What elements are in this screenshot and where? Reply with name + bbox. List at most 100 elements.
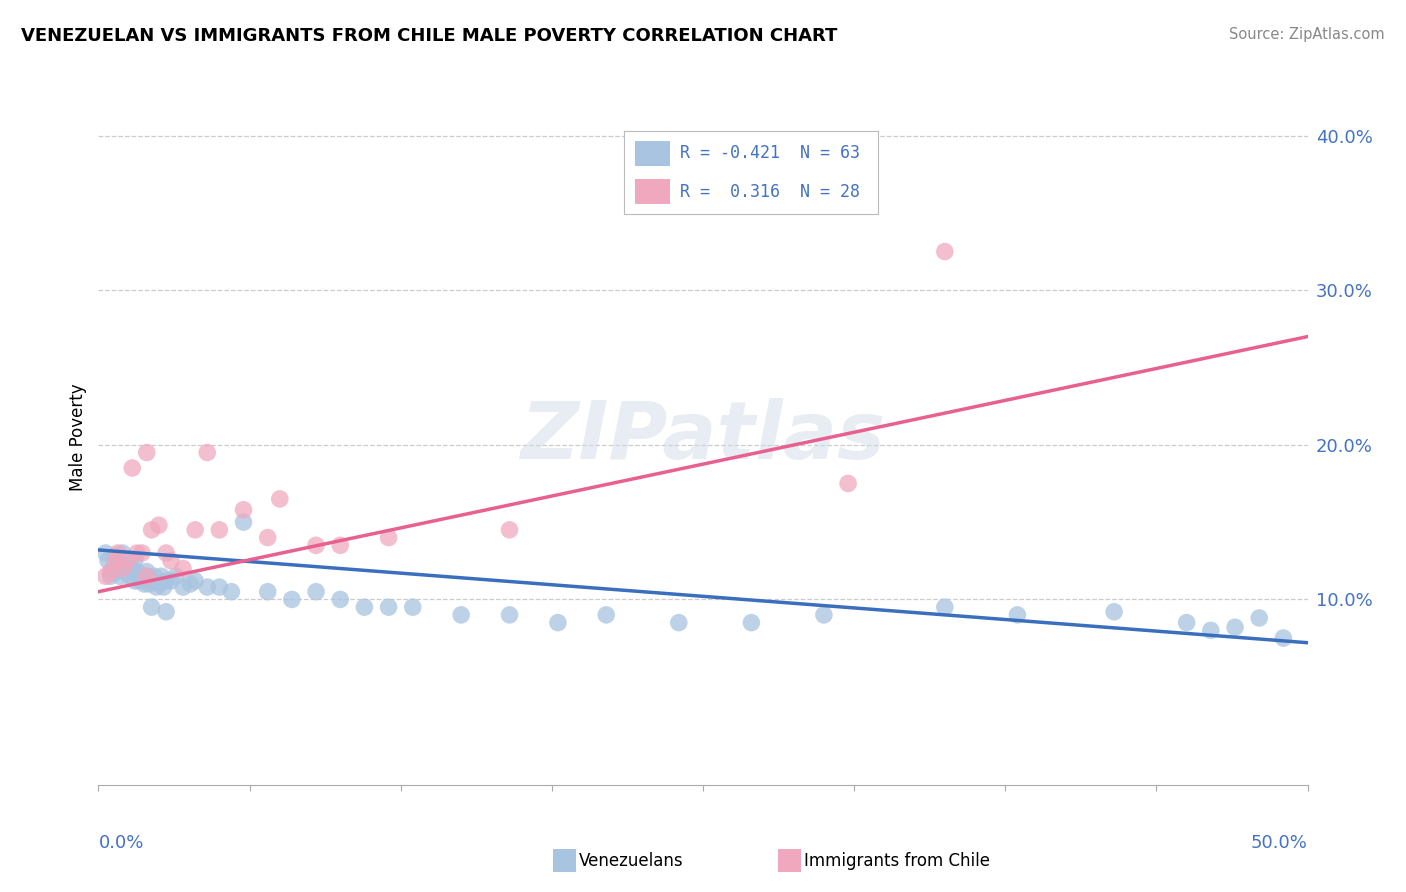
Point	[138, 577, 160, 591]
Text: 50.0%: 50.0%	[1251, 834, 1308, 852]
Point	[208, 523, 231, 537]
Point	[1199, 624, 1222, 638]
Point	[232, 515, 254, 529]
Point	[377, 531, 399, 545]
Point	[127, 546, 149, 560]
Text: 0.0%: 0.0%	[98, 834, 143, 852]
Point	[740, 615, 762, 630]
Point	[100, 569, 122, 583]
Point	[152, 580, 174, 594]
Point	[111, 561, 134, 575]
Point	[1249, 611, 1271, 625]
Point	[118, 569, 141, 583]
Point	[1175, 615, 1198, 630]
Point	[498, 523, 520, 537]
Point	[269, 491, 291, 506]
Point	[124, 574, 146, 588]
FancyBboxPatch shape	[634, 141, 671, 166]
Point	[353, 600, 375, 615]
Point	[135, 445, 157, 459]
Point	[377, 600, 399, 615]
Point	[1272, 631, 1295, 645]
Point	[1223, 620, 1246, 634]
Point	[402, 600, 425, 615]
Point	[184, 523, 207, 537]
Point	[121, 561, 143, 575]
Point	[1102, 605, 1125, 619]
Text: R =  0.316  N = 28: R = 0.316 N = 28	[681, 183, 860, 201]
Point	[124, 554, 146, 568]
Text: Venezuelans: Venezuelans	[579, 852, 683, 870]
Y-axis label: Male Poverty: Male Poverty	[69, 384, 87, 491]
FancyBboxPatch shape	[634, 179, 671, 204]
Point	[135, 565, 157, 579]
Point	[179, 577, 201, 591]
Point	[111, 561, 134, 575]
Point	[595, 607, 617, 622]
Point	[450, 607, 472, 622]
Point	[135, 569, 157, 583]
Point	[329, 592, 352, 607]
Text: ZIPatlas: ZIPatlas	[520, 398, 886, 476]
Point	[148, 577, 170, 591]
Point	[813, 607, 835, 622]
Point	[141, 523, 163, 537]
Point	[160, 554, 183, 568]
Text: VENEZUELAN VS IMMIGRANTS FROM CHILE MALE POVERTY CORRELATION CHART: VENEZUELAN VS IMMIGRANTS FROM CHILE MALE…	[21, 27, 838, 45]
Point	[127, 565, 149, 579]
Point	[94, 569, 117, 583]
Point	[256, 531, 278, 545]
Text: Immigrants from Chile: Immigrants from Chile	[804, 852, 990, 870]
Point	[97, 554, 120, 568]
Point	[131, 569, 153, 583]
Point	[172, 561, 194, 575]
Point	[281, 592, 304, 607]
Point	[134, 577, 156, 591]
Point	[104, 549, 127, 563]
Point	[165, 569, 187, 583]
Point	[668, 615, 690, 630]
Point	[150, 569, 173, 583]
Point	[547, 615, 569, 630]
Point	[934, 600, 956, 615]
Point	[329, 538, 352, 552]
Point	[108, 569, 131, 583]
Point	[111, 546, 134, 560]
Text: Source: ZipAtlas.com: Source: ZipAtlas.com	[1229, 27, 1385, 42]
Point	[141, 574, 163, 588]
Point	[107, 546, 129, 560]
Point	[104, 554, 127, 568]
Point	[141, 600, 163, 615]
Point	[195, 580, 218, 594]
Point	[498, 607, 520, 622]
Point	[305, 584, 328, 599]
Point	[94, 546, 117, 560]
Point	[128, 574, 150, 588]
Point	[172, 580, 194, 594]
Point	[160, 574, 183, 588]
Point	[107, 554, 129, 568]
Point	[145, 580, 167, 594]
Point	[195, 445, 218, 459]
Point	[232, 502, 254, 516]
Point	[155, 605, 177, 619]
Point	[107, 565, 129, 579]
Point	[934, 244, 956, 259]
Point	[131, 546, 153, 560]
Point	[101, 561, 124, 575]
Point	[148, 518, 170, 533]
Point	[117, 554, 139, 568]
Text: R = -0.421  N = 63: R = -0.421 N = 63	[681, 145, 860, 162]
Point	[256, 584, 278, 599]
Point	[208, 580, 231, 594]
Point	[305, 538, 328, 552]
Point	[221, 584, 243, 599]
Point	[184, 574, 207, 588]
Point	[117, 565, 139, 579]
Point	[135, 569, 157, 583]
Point	[155, 546, 177, 560]
Point	[143, 569, 166, 583]
Point	[1007, 607, 1029, 622]
Point	[114, 558, 136, 573]
Point	[837, 476, 859, 491]
